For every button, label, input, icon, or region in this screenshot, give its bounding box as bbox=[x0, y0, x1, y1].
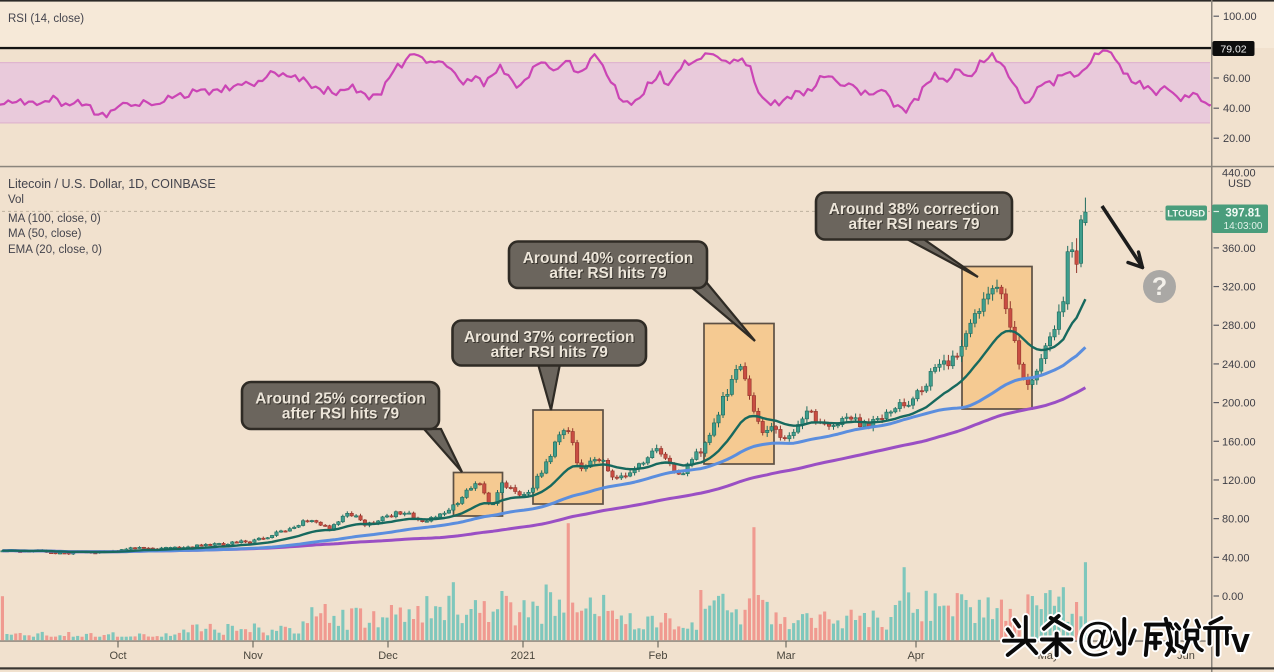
svg-text:280.00: 280.00 bbox=[1222, 320, 1256, 332]
svg-text:after RSI hits 79: after RSI hits 79 bbox=[282, 406, 400, 423]
svg-text:Mar: Mar bbox=[777, 650, 796, 662]
svg-text:USD: USD bbox=[1228, 178, 1251, 190]
svg-text:0.00: 0.00 bbox=[1222, 591, 1243, 603]
svg-text:Apr: Apr bbox=[907, 650, 924, 662]
svg-text:200.00: 200.00 bbox=[1222, 398, 1256, 410]
svg-text:60.00: 60.00 bbox=[1223, 73, 1251, 85]
svg-text:240.00: 240.00 bbox=[1222, 359, 1256, 371]
svg-text:79.02: 79.02 bbox=[1220, 44, 1246, 56]
svg-text:Dec: Dec bbox=[378, 650, 398, 662]
svg-text:Around 37% correction: Around 37% correction bbox=[464, 329, 635, 346]
svg-text:397.81: 397.81 bbox=[1225, 208, 1261, 220]
svg-text:40.00: 40.00 bbox=[1222, 552, 1250, 564]
svg-text:440.00: 440.00 bbox=[1222, 168, 1256, 180]
svg-text:RSI (14, close): RSI (14, close) bbox=[8, 13, 84, 25]
svg-text:after RSI nears 79: after RSI nears 79 bbox=[849, 216, 980, 233]
svg-text:40.00: 40.00 bbox=[1223, 103, 1251, 115]
svg-text:120.00: 120.00 bbox=[1222, 475, 1256, 487]
svg-text:MA (50, close): MA (50, close) bbox=[8, 228, 82, 240]
svg-text:14:03:00: 14:03:00 bbox=[1224, 221, 1263, 232]
svg-text:Oct: Oct bbox=[109, 650, 126, 662]
svg-text:EMA (20, close, 0): EMA (20, close, 0) bbox=[8, 244, 102, 256]
svg-text:160.00: 160.00 bbox=[1222, 436, 1256, 448]
svg-text:2021: 2021 bbox=[511, 650, 535, 662]
svg-text:20.00: 20.00 bbox=[1223, 133, 1251, 145]
svg-text:v: v bbox=[1231, 622, 1250, 660]
svg-text:Nov: Nov bbox=[243, 650, 263, 662]
svg-text:Around 25% correction: Around 25% correction bbox=[255, 391, 426, 408]
svg-text:after RSI hits 79: after RSI hits 79 bbox=[549, 265, 667, 282]
svg-text:Litecoin / U.S. Dollar, 1D, CO: Litecoin / U.S. Dollar, 1D, COINBASE bbox=[8, 177, 216, 191]
svg-text:Feb: Feb bbox=[649, 650, 668, 662]
svg-text:360.00: 360.00 bbox=[1222, 243, 1256, 255]
svg-text:Around 40% correction: Around 40% correction bbox=[523, 250, 694, 267]
svg-text:80.00: 80.00 bbox=[1222, 514, 1250, 526]
svg-text:LTCUSD: LTCUSD bbox=[1167, 209, 1205, 220]
svg-text:MA (100, close, 0): MA (100, close, 0) bbox=[8, 213, 101, 225]
svg-text:Around 38% correction: Around 38% correction bbox=[829, 201, 1000, 218]
svg-text:?: ? bbox=[1152, 273, 1167, 301]
svg-text:after RSI hits 79: after RSI hits 79 bbox=[491, 344, 609, 361]
svg-text:100.00: 100.00 bbox=[1223, 11, 1257, 23]
svg-text:@: @ bbox=[1077, 615, 1116, 659]
svg-text:Vol: Vol bbox=[8, 194, 24, 206]
svg-text:320.00: 320.00 bbox=[1222, 282, 1256, 294]
